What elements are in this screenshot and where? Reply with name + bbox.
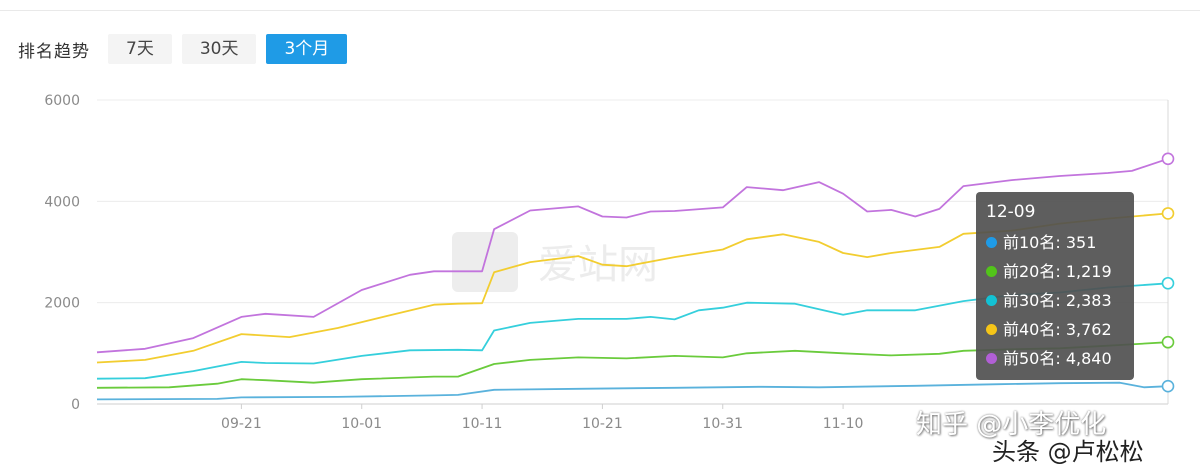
tooltip-row-top10: 前10名: 351	[986, 228, 1124, 257]
series-endpoint	[1161, 152, 1175, 166]
tab-3-months[interactable]: 3个月	[266, 34, 348, 64]
legend-dot-icon	[986, 295, 997, 306]
tooltip-value: 前10名: 351	[1003, 233, 1097, 252]
zhihu-watermark: 知乎 @小李优化	[916, 410, 1107, 440]
y-tick-label: 6000	[44, 93, 80, 109]
series-lines	[96, 157, 1169, 401]
x-axis-ticks: 09-21 10-01 10-11 10-21 10-31 11-10	[221, 404, 863, 432]
tab-7-days[interactable]: 7天	[108, 34, 172, 64]
y-tick-label: 0	[71, 397, 80, 413]
x-tick-label: 10-21	[582, 416, 623, 432]
tab-30-days[interactable]: 30天	[181, 34, 257, 64]
legend-dot-icon	[986, 353, 997, 364]
tooltip-row-top50: 前50名: 4,840	[986, 344, 1124, 373]
tooltip-date: 12-09	[986, 202, 1036, 222]
series-line	[96, 282, 1169, 380]
x-tick-label: 10-11	[462, 416, 503, 432]
toolbar-label: 排名趋势	[18, 41, 90, 62]
series-endpoints	[1161, 152, 1175, 393]
x-tick-label: 10-01	[341, 416, 382, 432]
watermark-text: 爱站网	[538, 242, 658, 288]
y-tick-label: 4000	[44, 194, 80, 210]
tooltip: 12-09 前10名: 351 前20名: 1,219 前30名: 2,383 …	[976, 192, 1134, 380]
toutiao-watermark: 头条 @卢松松	[992, 438, 1144, 466]
top-divider	[0, 10, 1200, 11]
x-tick-label: 11-10	[823, 416, 864, 432]
series-line	[96, 157, 1169, 354]
series-endpoint	[1161, 276, 1175, 290]
tooltip-value: 前20名: 1,219	[1003, 262, 1112, 281]
watermark: 爱站网	[452, 232, 658, 292]
tooltip-row-top40: 前40名: 3,762	[986, 315, 1124, 344]
tooltip-value: 前50名: 4,840	[1003, 349, 1112, 368]
series-endpoint	[1161, 207, 1175, 220]
tooltip-row-top30: 前30名: 2,383	[986, 286, 1124, 315]
series-endpoint	[1161, 379, 1175, 393]
x-tick-label: 09-21	[221, 416, 262, 432]
series-line	[96, 341, 1169, 389]
tooltip-value: 前30名: 2,383	[1003, 291, 1112, 310]
series-endpoint	[1161, 335, 1175, 349]
series-line	[96, 212, 1169, 364]
tooltip-value: 前40名: 3,762	[1003, 320, 1112, 339]
legend-dot-icon	[986, 237, 997, 248]
y-axis-ticks: 0 2000 4000 6000	[44, 93, 80, 413]
y-tick-label: 2000	[44, 296, 80, 312]
series-line	[96, 381, 1169, 401]
range-toolbar: 排名趋势 7天 30天 3个月	[18, 34, 357, 64]
x-tick-label: 10-31	[702, 416, 743, 432]
tooltip-row-top20: 前20名: 1,219	[986, 257, 1124, 286]
legend-dot-icon	[986, 266, 997, 277]
legend-dot-icon	[986, 324, 997, 335]
